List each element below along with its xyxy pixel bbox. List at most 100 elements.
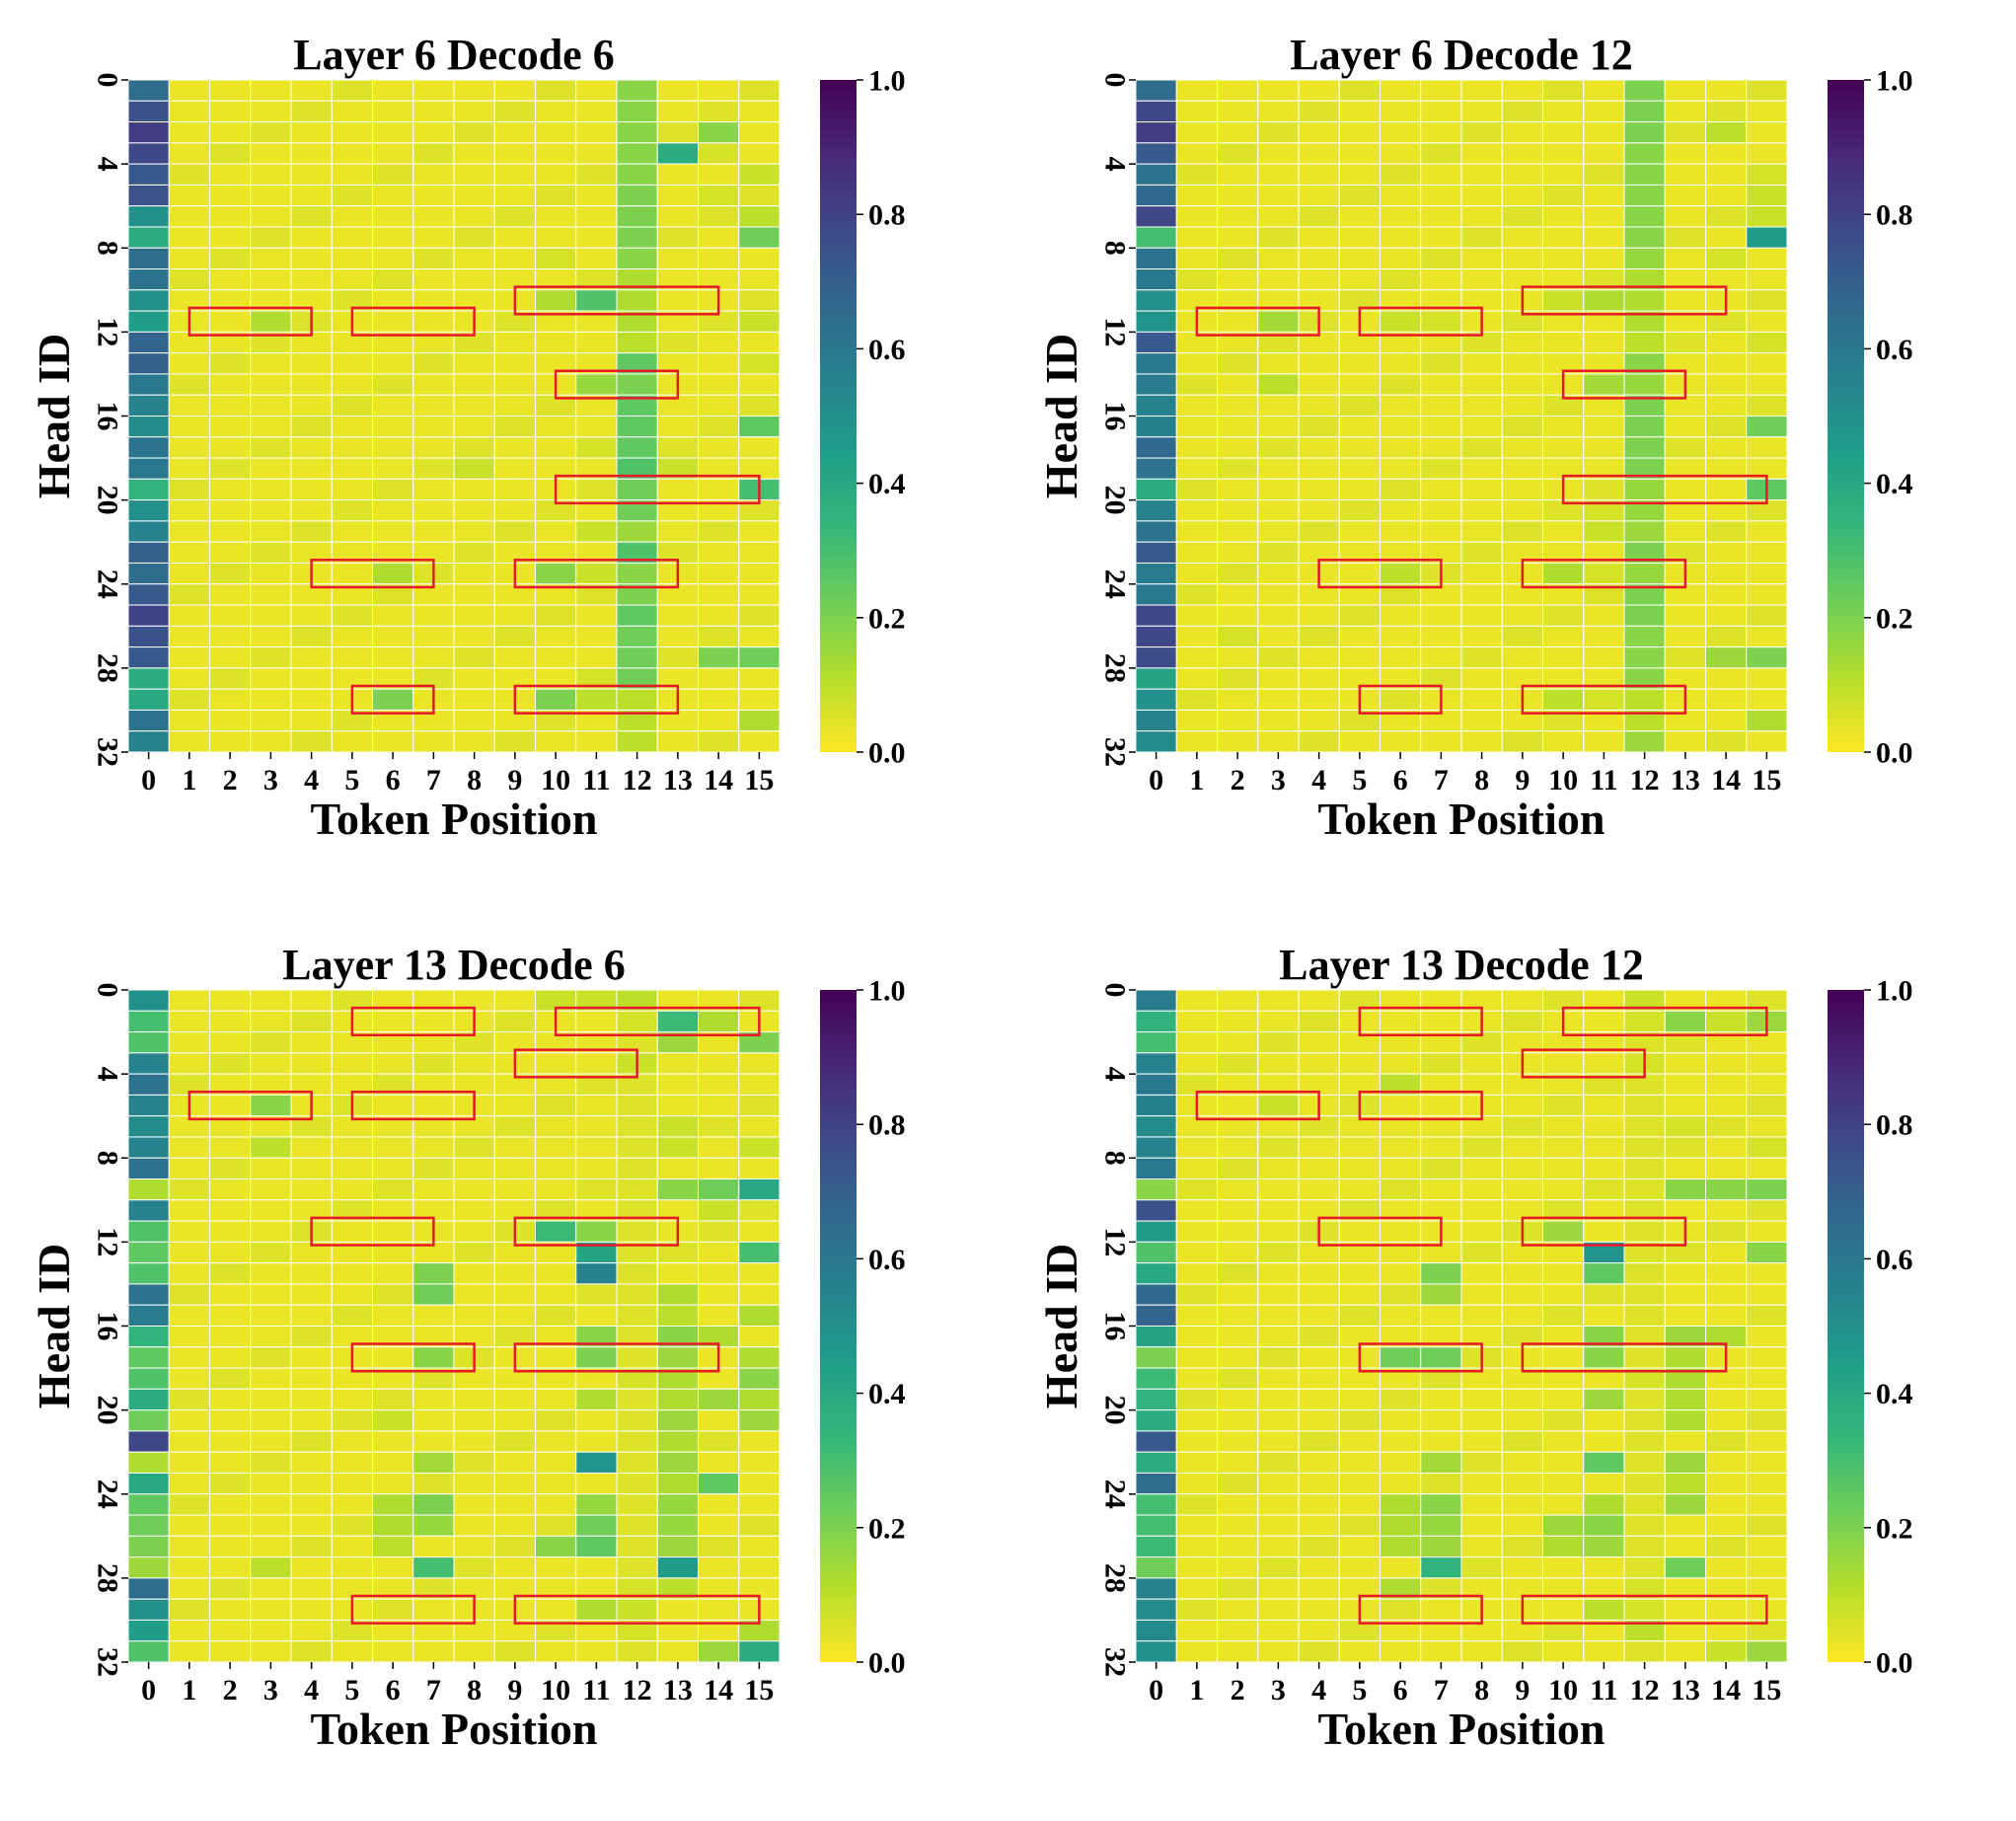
heatmap-cell [1583, 1535, 1625, 1558]
heatmap-cell [656, 1556, 699, 1579]
heatmap-cell [1746, 1640, 1788, 1663]
heatmap-cell [331, 1409, 373, 1432]
heatmap-cell [453, 79, 495, 102]
heatmap-cell [250, 1535, 292, 1558]
y-tick-label: 32 [92, 737, 124, 767]
x-tick-label: 7 [1434, 764, 1449, 797]
heatmap-cell [1338, 163, 1381, 186]
heatmap-cell [698, 1073, 740, 1096]
heatmap-cell [1257, 625, 1300, 648]
heatmap-cell [290, 1052, 333, 1075]
y-axis-label: Head ID [1036, 1244, 1086, 1408]
heatmap-cell [127, 416, 170, 438]
heatmap-cell [1542, 416, 1585, 438]
heatmap-cell [1542, 1094, 1585, 1117]
heatmap-cell [1705, 1010, 1748, 1033]
heatmap-cell [1338, 1136, 1381, 1159]
heatmap-cell [1460, 1493, 1503, 1516]
heatmap-cell [535, 226, 577, 249]
heatmap-cell [1623, 79, 1666, 102]
heatmap-cell [1257, 688, 1300, 711]
heatmap-cell [1583, 416, 1625, 438]
heatmap-cell [1420, 604, 1462, 627]
heatmap-cell [535, 1472, 577, 1495]
heatmap-cell [493, 1409, 536, 1432]
x-tick-label: 11 [1590, 1674, 1617, 1707]
heatmap-cell [209, 416, 252, 438]
heatmap-cell [1746, 730, 1788, 753]
heatmap-cell [412, 499, 455, 522]
heatmap-cell [127, 499, 170, 522]
heatmap-cell [1298, 478, 1340, 501]
heatmap-cell [1664, 289, 1706, 312]
heatmap-cell [1542, 1472, 1585, 1495]
heatmap-cell [453, 1178, 495, 1201]
heatmap-cell [1623, 1262, 1666, 1285]
heatmap-cell [1583, 688, 1625, 711]
heatmap-cell [453, 226, 495, 249]
y-tick-label: 20 [92, 1396, 124, 1425]
heatmap-cell [1135, 1535, 1177, 1558]
heatmap-cell [168, 667, 210, 690]
heatmap-cell [209, 1409, 252, 1432]
x-tick-label: 4 [1311, 764, 1326, 797]
heatmap-cell [168, 1178, 210, 1201]
heatmap-cell [1217, 1388, 1259, 1411]
heatmap-cell [1217, 1199, 1259, 1222]
heatmap-cell [1217, 1326, 1259, 1348]
heatmap-cell [1705, 79, 1748, 102]
heatmap-cell [290, 436, 333, 459]
heatmap-cell [250, 1598, 292, 1621]
heatmap-cell [1217, 205, 1259, 228]
heatmap-cell [127, 226, 170, 249]
heatmap-cell [1257, 142, 1300, 165]
heatmap-cell [493, 436, 536, 459]
heatmap-cell [1175, 1556, 1218, 1579]
heatmap-cell [127, 1556, 170, 1579]
y-tick-label: 12 [1099, 317, 1132, 346]
heatmap-cell [1583, 1262, 1625, 1285]
heatmap-cell [412, 1178, 455, 1201]
heatmap-cell [1135, 1640, 1177, 1663]
heatmap-cell [1217, 1052, 1259, 1075]
highlight-box [1561, 369, 1687, 400]
heatmap-cell [1420, 184, 1462, 207]
heatmap-cell [1583, 478, 1625, 501]
heatmap-cell [453, 1556, 495, 1579]
heatmap-cell [331, 394, 373, 417]
heatmap-cell [1217, 604, 1259, 627]
heatmap-cell [372, 268, 414, 291]
heatmap-cell [1257, 1577, 1300, 1600]
heatmap-cell [738, 541, 781, 564]
heatmap-cell [331, 1262, 373, 1285]
x-tick-label: 7 [1434, 1674, 1449, 1707]
heatmap-cell [1705, 226, 1748, 249]
heatmap-cell [698, 1493, 740, 1516]
heatmap-cell [1175, 1472, 1218, 1495]
heatmap-cell [1583, 625, 1625, 648]
heatmap-cell [1664, 121, 1706, 144]
heatmap-cell [127, 310, 170, 333]
heatmap-cell [1623, 646, 1666, 669]
heatmap-cell [1338, 625, 1381, 648]
heatmap-cell [493, 226, 536, 249]
heatmap-cell [575, 1157, 618, 1180]
heatmap-cell [616, 163, 658, 186]
heatmap-cell [535, 1493, 577, 1516]
x-tick-label: 6 [386, 764, 401, 797]
heatmap-cell [616, 416, 658, 438]
heatmap-cell [1380, 1010, 1422, 1033]
heatmap-cell [1175, 989, 1218, 1012]
heatmap-cell [656, 79, 699, 102]
heatmap-cell [250, 1178, 292, 1201]
heatmap-cell [1705, 1220, 1748, 1243]
heatmap-cell [1542, 1346, 1585, 1369]
x-tick-label: 10 [541, 1674, 570, 1707]
heatmap-cell [656, 1178, 699, 1201]
heatmap-cell [290, 142, 333, 165]
heatmap-cell [1542, 1220, 1585, 1243]
heatmap-cell [209, 709, 252, 732]
x-tick-label: 7 [426, 764, 441, 797]
heatmap-cell [1338, 1430, 1381, 1453]
heatmap-cell [1298, 730, 1340, 753]
